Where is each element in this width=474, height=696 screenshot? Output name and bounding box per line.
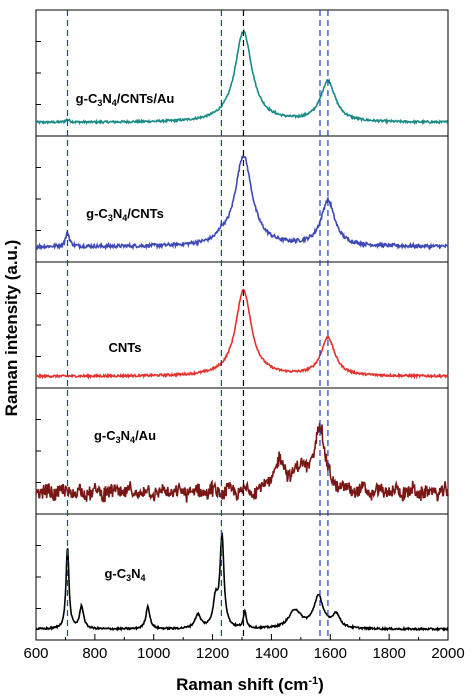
- x-tick-label: 2000: [431, 645, 464, 662]
- x-tick-label: 1600: [314, 645, 347, 662]
- spectrum-line: [35, 288, 449, 380]
- panel-frame: [35, 9, 449, 137]
- x-tick-label: 1200: [196, 645, 229, 662]
- x-tick-label: 1800: [372, 645, 405, 662]
- x-tick-label: 600: [23, 645, 48, 662]
- spectrum-line: [35, 422, 449, 503]
- x-axis-ticks: 600 800 1000 1200 1400 1600 1800 2000: [23, 634, 465, 662]
- panel-label: CNTs: [109, 340, 142, 355]
- x-axis-title: Raman shift (cm-1): [176, 675, 324, 694]
- panel-label: g-C3N4/CNTs/Au: [76, 91, 175, 108]
- panel-3: CNTs: [35, 261, 449, 389]
- reference-lines: [66, 10, 329, 640]
- panel-1: g-C3N4/CNTs/Au: [35, 9, 449, 137]
- panel-label: g-C3N4/Au: [94, 428, 156, 445]
- panel-5: g-C3N4: [35, 513, 449, 641]
- spectrum-line: [35, 154, 449, 251]
- y-axis-title: Raman intensity (a.u.): [2, 240, 21, 417]
- spectrum-line: [35, 28, 449, 126]
- panels: g-C3N4/CNTs/Au g-C3N4/CNTs CNTs g-C3N4/Au g-…: [35, 9, 449, 641]
- panel-frame: [35, 135, 449, 263]
- panel-4: g-C3N4/Au: [35, 387, 449, 515]
- panel-label: g-C3N4: [104, 566, 145, 583]
- x-tick-label: 1000: [137, 645, 170, 662]
- panel-frame: [35, 261, 449, 389]
- panel-2: g-C3N4/CNTs: [35, 135, 449, 263]
- x-tick-label: 800: [82, 645, 107, 662]
- spectrum-line: [35, 532, 449, 632]
- x-tick-label: 1400: [255, 645, 288, 662]
- panel-label: g-C3N4/CNTs: [86, 206, 164, 223]
